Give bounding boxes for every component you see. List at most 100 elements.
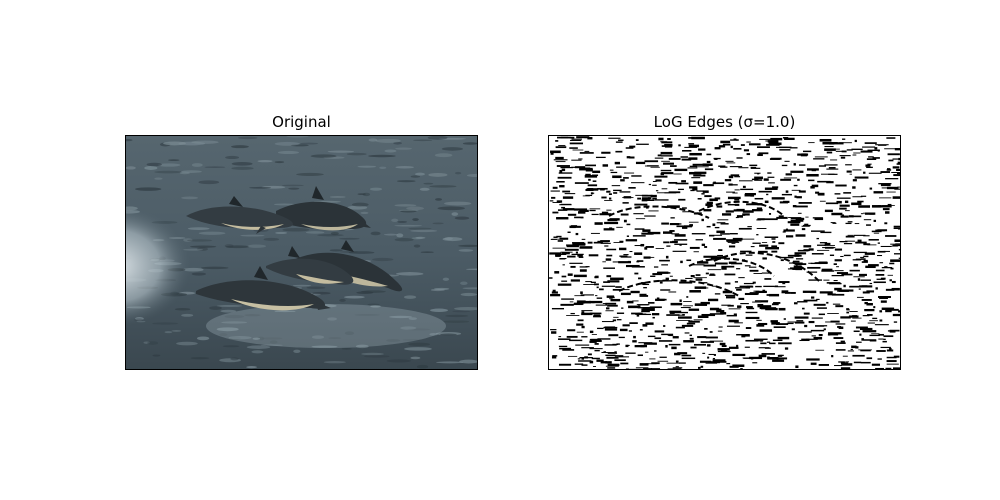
edge-mark: [601, 151, 611, 154]
edge-mark: [717, 219, 729, 221]
edge-mark: [810, 230, 825, 232]
edge-mark: [813, 303, 826, 306]
edge-mark: [573, 303, 584, 305]
edge-mark: [680, 156, 688, 158]
edge-contour: [688, 257, 775, 277]
edge-mark: [597, 327, 604, 330]
edge-mark: [837, 290, 840, 292]
edge-mark: [606, 209, 612, 211]
edge-mark: [721, 345, 727, 348]
edge-mark: [706, 225, 711, 228]
edge-mark: [754, 197, 764, 200]
edge-mark: [605, 354, 616, 356]
edge-mark: [858, 273, 867, 276]
edge-mark: [869, 320, 878, 322]
edge-mark: [625, 147, 634, 149]
edge-mark: [880, 245, 892, 248]
edge-mark: [609, 218, 620, 221]
edge-mark: [728, 175, 734, 179]
edge-mark: [693, 174, 706, 177]
edge-mark: [744, 192, 756, 196]
edge-mark: [552, 247, 566, 249]
edge-mark: [790, 267, 804, 269]
edge-mark: [690, 189, 695, 192]
edge-mark: [676, 320, 690, 321]
edge-mark: [759, 244, 769, 247]
edge-mark: [810, 362, 817, 365]
edge-mark: [611, 185, 621, 187]
edge-mark: [818, 333, 823, 337]
edge-mark: [776, 357, 788, 360]
edge-mark: [787, 321, 797, 323]
edge-mark: [616, 166, 627, 168]
edge-mark: [770, 137, 783, 141]
edge-mark: [673, 239, 688, 241]
edge-mark: [873, 306, 876, 309]
edge-mark: [846, 170, 852, 173]
edge-mark: [559, 237, 569, 240]
edge-mark: [851, 345, 857, 349]
edge-mark: [860, 195, 867, 197]
edge-mark: [569, 339, 583, 342]
edge-mark: [767, 140, 779, 143]
edge-mark: [644, 165, 658, 167]
edge-mark: [731, 242, 736, 244]
edge-mark: [681, 158, 692, 161]
edge-mark: [871, 363, 881, 366]
edge-mark: [875, 287, 878, 290]
edge-mark: [751, 340, 764, 341]
edge-mark: [740, 303, 749, 305]
edge-mark: [634, 252, 643, 255]
edge-mark: [625, 344, 629, 348]
edge-mark: [693, 181, 703, 184]
edge-mark: [862, 212, 872, 214]
edge-mark: [631, 175, 642, 177]
edge-mark: [658, 137, 664, 141]
edge-mark: [658, 340, 673, 342]
edge-mark: [800, 155, 808, 157]
edge-mark: [572, 242, 585, 244]
edge-mark: [639, 293, 647, 296]
edge-mark: [615, 141, 623, 143]
edge-mark: [778, 215, 784, 218]
edge-mark: [606, 254, 613, 257]
edge-mark: [712, 357, 716, 360]
edge-mark: [652, 316, 655, 319]
edge-mark: [589, 330, 594, 334]
edge-mark: [689, 171, 702, 175]
edge-mark: [767, 356, 779, 360]
edge-mark: [804, 324, 808, 328]
edge-mark: [855, 258, 862, 261]
edge-mark: [573, 274, 587, 278]
edge-mark: [579, 209, 589, 212]
edge-mark: [559, 170, 563, 173]
edge-mark: [663, 241, 670, 244]
edge-mark: [794, 252, 807, 255]
edge-mark: [600, 189, 605, 191]
edge-mark: [769, 158, 780, 160]
edge-mark: [640, 344, 645, 348]
edge-mark: [885, 235, 897, 237]
edge-mark: [890, 267, 894, 270]
edge-mark: [825, 202, 839, 205]
edge-mark: [894, 259, 900, 262]
edge-mark: [790, 217, 803, 219]
edge-mark: [576, 331, 584, 333]
edge-mark: [761, 353, 775, 355]
edge-mark: [614, 161, 620, 165]
edge-mark: [625, 352, 636, 354]
edge-mark: [552, 289, 556, 292]
edge-mark: [728, 245, 736, 248]
edge-mark: [627, 260, 631, 263]
edge-mark: [836, 266, 839, 268]
edge-mark: [868, 172, 882, 174]
edge-mark: [806, 271, 818, 273]
edge-mark: [645, 351, 649, 353]
edge-mark: [766, 341, 771, 343]
edge-mark: [637, 307, 649, 309]
edge-mark: [647, 302, 655, 304]
edge-mark: [668, 181, 678, 184]
edge-mark: [898, 310, 900, 313]
edge-mark: [670, 302, 683, 306]
edge-mark: [826, 168, 839, 170]
